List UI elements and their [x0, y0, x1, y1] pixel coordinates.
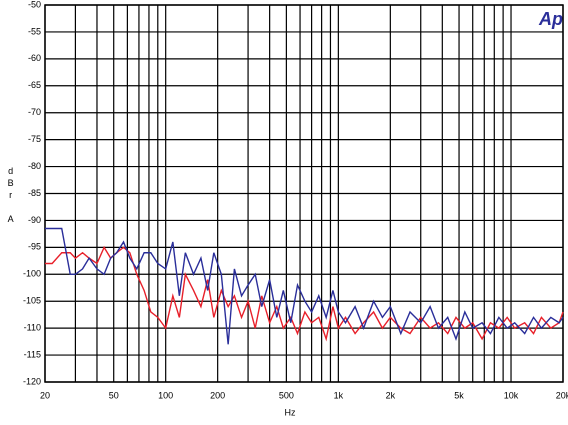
data-line [45, 227, 564, 345]
plot-frame [44, 4, 564, 383]
y-tick-label: -60 [28, 53, 41, 63]
x-tick-label: 200 [210, 390, 225, 400]
x-tick-label: 100 [158, 390, 173, 400]
logo: Ap [538, 9, 563, 29]
y-tick-label: -110 [24, 323, 41, 333]
y-tick-label: -65 [28, 80, 41, 90]
y-tick-label: -70 [28, 107, 41, 117]
y-axis-label: dBr A [6, 166, 16, 226]
y-tick-label: -105 [23, 296, 41, 306]
y-tick-label: -80 [28, 161, 41, 171]
y-tick-label: -90 [28, 215, 41, 225]
y-tick-label: -95 [28, 242, 41, 252]
x-tick-label: 2k [386, 390, 396, 400]
x-tick-label: 50 [109, 390, 119, 400]
x-tick-label: 500 [279, 390, 294, 400]
x-tick-label: 20k [556, 390, 568, 400]
y-tick-label: -115 [24, 349, 41, 359]
y-tick-label: -75 [28, 134, 41, 144]
x-tick-label: 20 [40, 390, 50, 400]
y-tick-label: -50 [28, 0, 41, 9]
x-tick-label: 10k [504, 390, 519, 400]
y-tick-label: -55 [28, 26, 41, 36]
x-axis-label: Hz [285, 407, 296, 417]
y-tick-label: -85 [28, 188, 41, 198]
y-tick-label: -120 [23, 376, 41, 386]
x-tick-label: 1k [334, 390, 344, 400]
y-tick-label: -100 [23, 269, 41, 279]
x-tick-label: 5k [454, 390, 464, 400]
